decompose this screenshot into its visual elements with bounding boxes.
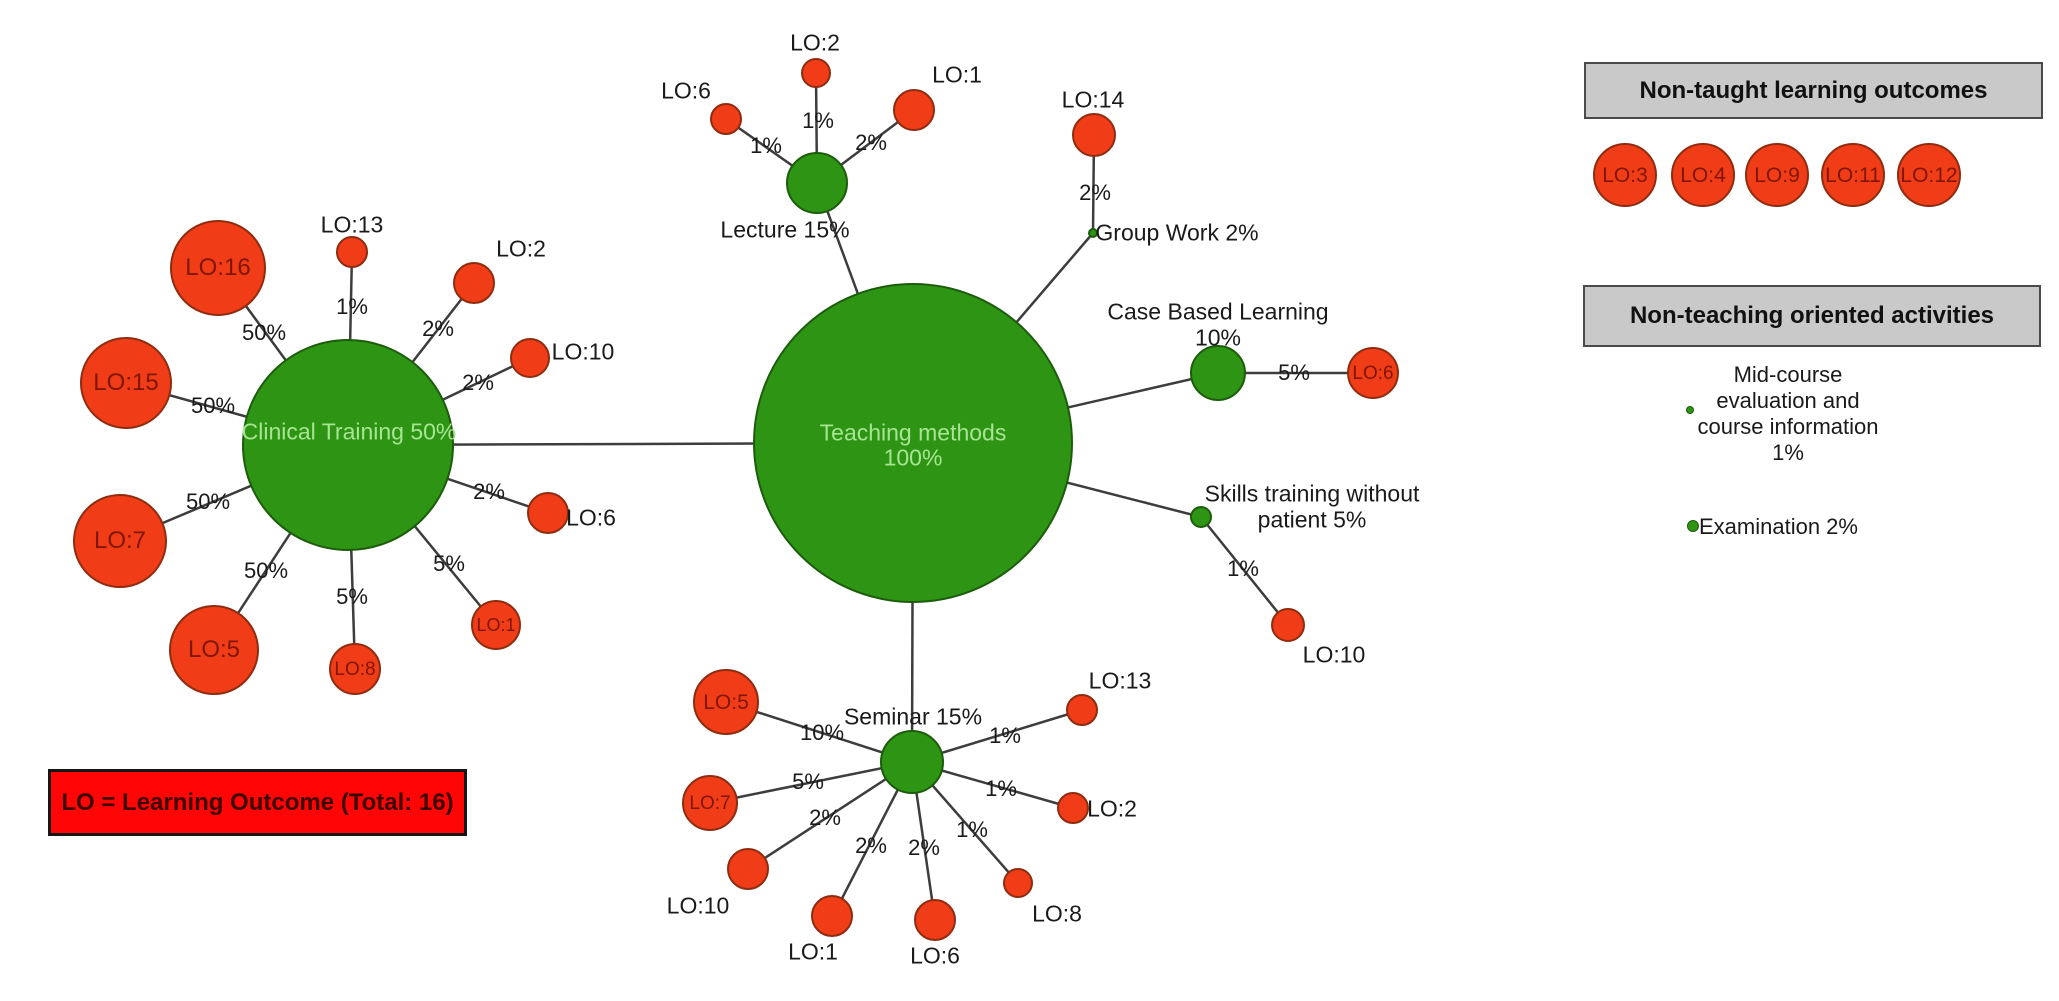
node-seminar-lo5: LO:5 bbox=[693, 669, 759, 735]
label-seminar: Seminar 15% bbox=[843, 703, 983, 730]
label-lecture-lo6: LO:6 bbox=[661, 77, 711, 104]
edge-pct-groupwork-lo14: 2% bbox=[1079, 179, 1111, 205]
edge-pct-seminar-lo6: 2% bbox=[908, 834, 940, 860]
label-skills-line2: patient 5% bbox=[1257, 506, 1367, 533]
edge-pct-seminar-lo1: 2% bbox=[855, 832, 887, 858]
node-seminar-lo7: LO:7 bbox=[682, 775, 738, 831]
label-lecture-lo1: LO:1 bbox=[932, 61, 982, 88]
node-group-work bbox=[1088, 228, 1098, 238]
legend-node-lo3: LO:3 bbox=[1593, 143, 1657, 207]
legend-node-lo11: LO:11 bbox=[1821, 143, 1885, 207]
label-case-based-line2: 10% bbox=[1194, 324, 1242, 351]
note-box: LO = Learning Outcome (Total: 16) bbox=[48, 769, 467, 836]
label-seminar-lo8: LO:8 bbox=[1032, 900, 1082, 927]
node-lecture bbox=[786, 152, 848, 214]
label-groupwork-lo14: LO:14 bbox=[1061, 86, 1125, 113]
node-skills-lo10 bbox=[1271, 608, 1305, 642]
legend-node-examination-dot bbox=[1687, 520, 1699, 532]
node-case-based-learning bbox=[1190, 345, 1246, 401]
edge-pct-clinical-lo15: 50% bbox=[190, 392, 236, 418]
label-seminar-lo1: LO:1 bbox=[788, 938, 838, 965]
edge-pct-seminar-lo10: 2% bbox=[809, 804, 841, 830]
label-clinical-lo6: LO:6 bbox=[566, 504, 616, 531]
node-seminar-lo2 bbox=[1057, 792, 1089, 824]
label-clinical-training: Clinical Training 50% bbox=[241, 418, 457, 445]
edge-pct-seminar-lo13: 1% bbox=[989, 722, 1021, 748]
node-clinical-lo10 bbox=[510, 338, 550, 378]
node-clinical-lo7: LO:7 bbox=[73, 494, 167, 588]
node-groupwork-lo14 bbox=[1072, 113, 1116, 157]
legend-node-lo4: LO:4 bbox=[1671, 143, 1735, 207]
node-teaching-methods bbox=[753, 283, 1073, 603]
label-teaching-methods: Teaching methods 100% bbox=[819, 419, 1007, 471]
node-clinical-lo16: LO:16 bbox=[170, 220, 266, 316]
node-clinical-training bbox=[242, 339, 454, 551]
label-skills-lo10: LO:10 bbox=[1302, 641, 1366, 668]
label-lecture-lo2: LO:2 bbox=[790, 29, 840, 56]
legend-mid-course-label: Mid-course evaluation and course informa… bbox=[1697, 362, 1879, 465]
node-casebased-lo6: LO:6 bbox=[1347, 347, 1399, 399]
legend-examination-label: Examination 2% bbox=[1699, 514, 1858, 539]
node-clinical-lo2 bbox=[453, 262, 495, 304]
node-lecture-lo2 bbox=[801, 58, 831, 88]
label-seminar-lo13: LO:13 bbox=[1088, 667, 1152, 694]
node-seminar bbox=[880, 730, 944, 794]
node-clinical-lo15: LO:15 bbox=[80, 337, 172, 429]
label-clinical-lo10: LO:10 bbox=[551, 338, 615, 365]
label-case-based-line1: Case Based Learning bbox=[1107, 298, 1329, 325]
label-skills-line1: Skills training without bbox=[1204, 480, 1420, 507]
edge-pct-clinical-lo6: 2% bbox=[473, 478, 505, 504]
edge-pct-seminar-lo8: 1% bbox=[956, 816, 988, 842]
edge-pct-lecture-lo2: 1% bbox=[802, 107, 834, 133]
legend-node-mid-course-dot bbox=[1686, 406, 1694, 414]
legend-node-lo12: LO:12 bbox=[1897, 143, 1961, 207]
node-clinical-lo1: LO:1 bbox=[471, 600, 521, 650]
edge-pct-seminar-lo7: 5% bbox=[792, 768, 824, 794]
label-seminar-lo10: LO:10 bbox=[666, 892, 730, 919]
label-group-work: Group Work 2% bbox=[1095, 219, 1259, 246]
node-seminar-lo13 bbox=[1066, 694, 1098, 726]
edge-pct-clinical-lo7: 50% bbox=[185, 488, 231, 514]
edge-pct-clinical-lo8: 5% bbox=[336, 583, 368, 609]
edge-pct-lecture-lo6: 1% bbox=[750, 132, 782, 158]
legend-non-teaching-title: Non-teaching oriented activities bbox=[1583, 285, 2041, 347]
node-clinical-lo6 bbox=[527, 492, 569, 534]
node-lecture-lo6 bbox=[710, 103, 742, 135]
node-seminar-lo1 bbox=[811, 895, 853, 937]
edge-pct-clinical-lo13: 1% bbox=[336, 293, 368, 319]
legend-non-taught-title: Non-taught learning outcomes bbox=[1584, 62, 2043, 119]
label-lecture: Lecture 15% bbox=[720, 216, 850, 243]
node-clinical-lo8: LO:8 bbox=[329, 643, 381, 695]
label-seminar-lo6: LO:6 bbox=[910, 942, 960, 969]
edge-pct-clinical-lo2: 2% bbox=[422, 315, 454, 341]
node-seminar-lo10 bbox=[727, 848, 769, 890]
label-clinical-lo2: LO:2 bbox=[496, 235, 546, 262]
edge-pct-clinical-lo16: 50% bbox=[241, 319, 287, 345]
edge-pct-seminar-lo5: 10% bbox=[799, 719, 845, 745]
edge-pct-seminar-lo2: 1% bbox=[985, 775, 1017, 801]
node-clinical-lo5: LO:5 bbox=[169, 605, 259, 695]
node-clinical-lo13 bbox=[336, 236, 368, 268]
edge-pct-clinical-lo1: 5% bbox=[433, 550, 465, 576]
label-clinical-lo13: LO:13 bbox=[320, 211, 384, 238]
label-seminar-lo2: LO:2 bbox=[1087, 795, 1137, 822]
node-lecture-lo1 bbox=[893, 89, 935, 131]
node-seminar-lo8 bbox=[1003, 868, 1033, 898]
node-skills-training bbox=[1190, 506, 1212, 528]
edge-pct-skills-lo10: 1% bbox=[1227, 555, 1259, 581]
legend-node-lo9: LO:9 bbox=[1745, 143, 1809, 207]
edge-pct-casebased-lo6: 5% bbox=[1278, 359, 1310, 385]
node-seminar-lo6 bbox=[914, 899, 956, 941]
edge-pct-clinical-lo5: 50% bbox=[243, 557, 289, 583]
edge-pct-lecture-lo1: 2% bbox=[855, 129, 887, 155]
edge-pct-clinical-lo10: 2% bbox=[462, 369, 494, 395]
